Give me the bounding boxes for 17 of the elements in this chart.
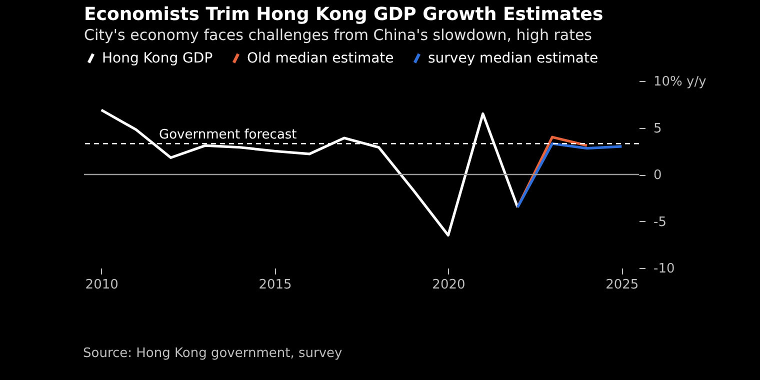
legend-label: survey median estimate <box>428 50 598 66</box>
y-tick-label: 0 <box>654 168 662 183</box>
source-note: Source: Hong Kong government, survey <box>83 346 342 361</box>
line-series <box>516 142 623 209</box>
y-tick-label: -5 <box>654 214 666 230</box>
x-tick-label: 2025 <box>606 278 639 292</box>
y-tick-label: 5 <box>654 121 662 136</box>
y-tick-label: -10 <box>654 262 675 276</box>
chart-title: Economists Trim Hong Kong GDP Growth Estimates <box>84 4 604 25</box>
chart-subtitle: City's economy faces challenges from China's slowdown, high rates <box>84 26 592 44</box>
legend-label: Old median estimate <box>247 50 394 66</box>
ref-line-label: Government forecast <box>159 128 297 143</box>
x-tick-label: 2020 <box>432 278 466 292</box>
y-tick-label: 10% y/y <box>654 74 707 90</box>
x-tick-label: 2015 <box>258 278 292 292</box>
legend-label: Hong Kong GDP <box>102 50 213 66</box>
x-tick-label: 2010 <box>85 278 118 292</box>
